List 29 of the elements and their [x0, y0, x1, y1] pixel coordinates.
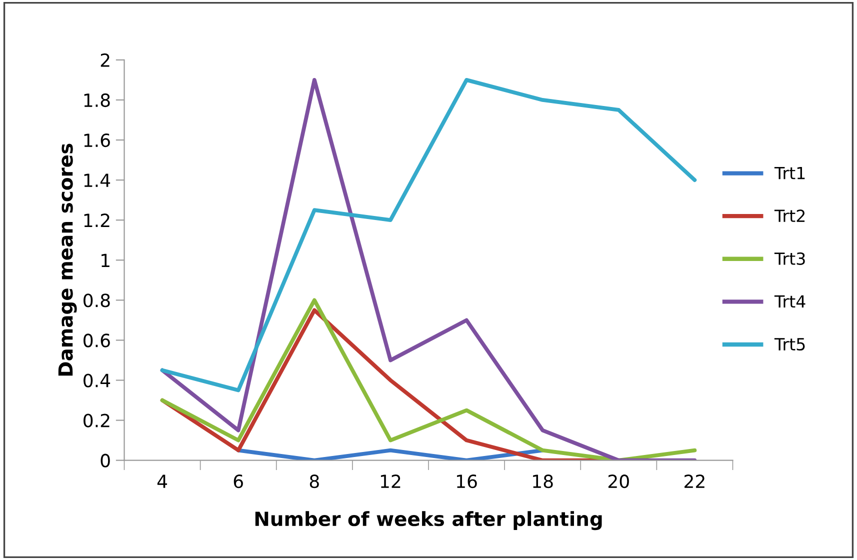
y-tick-label: 1.2 — [84, 214, 110, 227]
legend-label: Trt4 — [774, 295, 806, 308]
line-series — [160, 78, 697, 460]
y-tick-label: 1.8 — [84, 93, 110, 108]
y-tick-label: 0.6 — [84, 334, 110, 348]
line-series — [160, 78, 697, 392]
y-tick-label: 2 — [100, 53, 110, 67]
x-tick-label: 20 — [608, 474, 629, 488]
legend-label: Trt2 — [774, 210, 805, 222]
legend-label: Trt3 — [774, 252, 805, 265]
x-tick-label: 4 — [157, 474, 168, 488]
legend-label: Trt1 — [774, 166, 805, 180]
x-tick-label: 12 — [380, 474, 400, 488]
y-tick-label: 1 — [102, 254, 110, 267]
legend-label: Trt5 — [774, 338, 805, 351]
y-tick-label: 0.8 — [84, 294, 110, 308]
y-tick-label: 1.4 — [84, 174, 110, 187]
x-tick-label: 18 — [533, 474, 553, 488]
y-tick-label: 0 — [100, 454, 110, 468]
line-series — [160, 298, 697, 460]
x-axis-title: Number of weeks after planting — [255, 511, 602, 530]
x-tick-label: 16 — [457, 474, 477, 488]
x-tick-label: 8 — [310, 474, 319, 488]
x-tick-label: 6 — [234, 474, 243, 488]
y-tick-label: 0.4 — [84, 374, 110, 388]
y-tick-label: 1.6 — [84, 133, 110, 148]
y-tick-label: 0.2 — [84, 414, 110, 428]
y-axis-title: Damage mean scores — [58, 144, 77, 376]
x-tick-label: 22 — [684, 474, 704, 488]
